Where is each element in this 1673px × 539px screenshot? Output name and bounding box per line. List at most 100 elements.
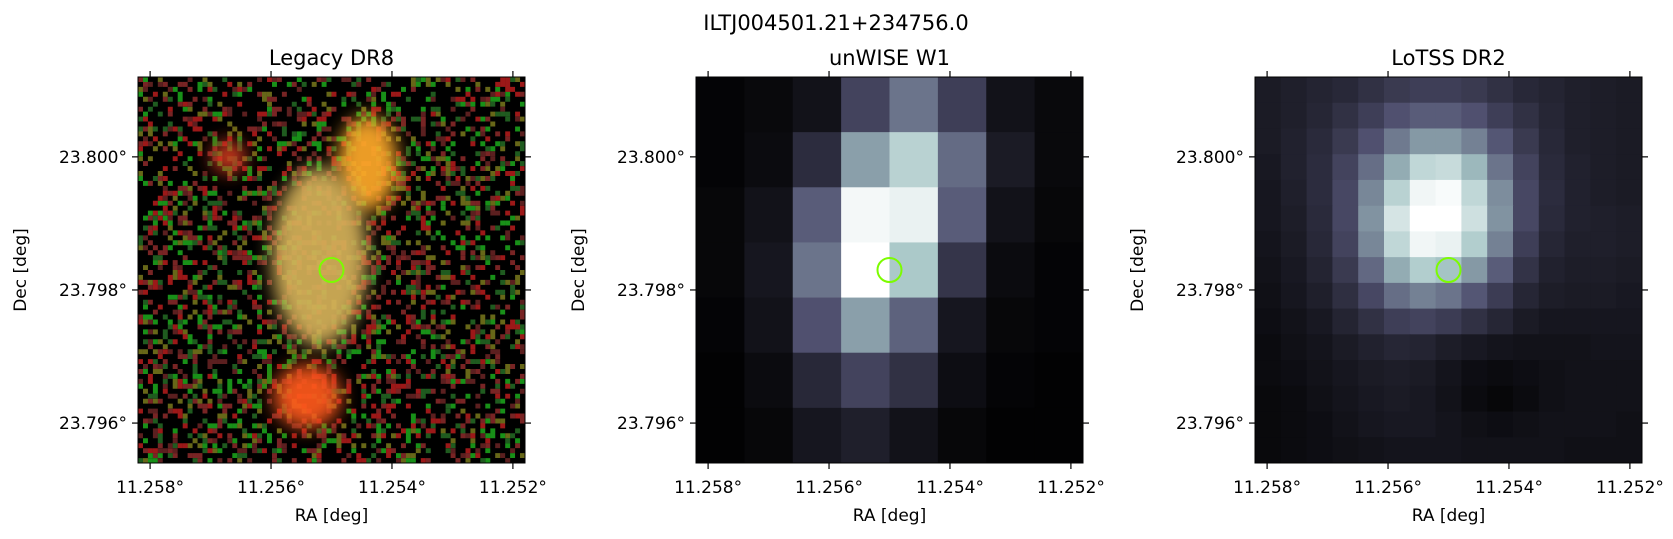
heatmap-cell bbox=[1616, 128, 1642, 155]
x-tick-label: 11.256° bbox=[1354, 478, 1422, 498]
heatmap-cell bbox=[1034, 187, 1083, 244]
heatmap-cell bbox=[1409, 257, 1437, 284]
heatmap-cell bbox=[1590, 231, 1617, 258]
position-marker bbox=[876, 257, 903, 283]
heatmap-cell bbox=[1255, 154, 1282, 181]
heatmap-cell bbox=[744, 407, 794, 463]
y-tick-label: 23.796° bbox=[1176, 414, 1244, 434]
heatmap-cell bbox=[1358, 128, 1385, 155]
heatmap-cell bbox=[1461, 257, 1488, 284]
heatmap-cell bbox=[1435, 411, 1462, 438]
heatmap-cell bbox=[1538, 437, 1566, 463]
heatmap-cell bbox=[1487, 308, 1514, 335]
heatmap-cell bbox=[1332, 282, 1359, 310]
heatmap-cell bbox=[1513, 411, 1540, 438]
heatmap-cell bbox=[1616, 77, 1642, 104]
heatmap-cell bbox=[744, 132, 794, 188]
heatmap-cell bbox=[1306, 437, 1333, 463]
heatmap-cell bbox=[1358, 334, 1385, 361]
heatmap-cell bbox=[1280, 231, 1308, 258]
y-axis-label: Dec [deg] bbox=[1128, 228, 1148, 312]
heatmap-cell bbox=[1306, 411, 1333, 438]
heatmap-cell bbox=[986, 242, 1036, 299]
heatmap-cell bbox=[1332, 437, 1359, 463]
heatmap-cell bbox=[1384, 231, 1411, 258]
heatmap-cell bbox=[1564, 77, 1591, 104]
heatmap-cell bbox=[1255, 205, 1282, 232]
heatmap-cell bbox=[1487, 360, 1514, 387]
x-tick-label: 11.254° bbox=[1475, 478, 1543, 498]
heatmap-cell bbox=[1461, 205, 1488, 232]
heatmap-cell bbox=[1590, 205, 1617, 232]
heatmap-cell bbox=[1409, 411, 1437, 438]
x-tick-label: 11.256° bbox=[795, 478, 863, 498]
heatmap-cell bbox=[1255, 282, 1282, 310]
heatmap-cell bbox=[1034, 407, 1083, 463]
heatmap-cell bbox=[1564, 282, 1591, 310]
y-tick-label: 23.798° bbox=[1176, 281, 1244, 301]
image-1 bbox=[138, 77, 525, 463]
heatmap-cell bbox=[1358, 411, 1385, 438]
heatmap-cell bbox=[1255, 102, 1282, 130]
y-axis-label: Dec [deg] bbox=[11, 228, 31, 312]
heatmap-cell bbox=[1409, 437, 1437, 463]
heatmap-cell bbox=[1616, 205, 1642, 232]
heatmap-cell bbox=[986, 132, 1036, 188]
heatmap-cell bbox=[1435, 334, 1462, 361]
heatmap-cell bbox=[1513, 179, 1540, 207]
heatmap-cell bbox=[696, 242, 745, 299]
heatmap-cell bbox=[1435, 231, 1462, 258]
heatmap-cell bbox=[1538, 77, 1566, 104]
heatmap-cell bbox=[1384, 411, 1411, 438]
axes-frame bbox=[1254, 76, 1643, 464]
heatmap-cell bbox=[841, 187, 891, 244]
y-tick-label: 23.800° bbox=[617, 148, 685, 168]
heatmap-cell bbox=[1564, 231, 1591, 258]
heatmap-cell bbox=[1409, 334, 1437, 361]
heatmap-cell bbox=[1255, 437, 1282, 463]
heatmap-cell bbox=[1435, 154, 1462, 181]
heatmap-cell bbox=[1384, 360, 1411, 387]
heatmap-cell bbox=[1306, 282, 1333, 310]
heatmap-cell bbox=[1513, 231, 1540, 258]
heatmap-cell bbox=[889, 407, 939, 463]
heatmap-cell bbox=[1280, 360, 1308, 387]
heatmap-cell bbox=[1616, 102, 1642, 130]
heatmap-cell bbox=[841, 132, 891, 188]
heatmap-cell bbox=[1461, 231, 1488, 258]
heatmap-cell bbox=[1306, 257, 1333, 284]
heatmap-cell bbox=[1435, 179, 1462, 207]
heatmap-cell bbox=[1564, 334, 1591, 361]
heatmap-cell bbox=[1384, 257, 1411, 284]
x-tick-label: 11.258° bbox=[1233, 478, 1301, 498]
panel-title: LoTSS DR2 bbox=[1391, 46, 1505, 70]
heatmap-cell bbox=[1409, 77, 1437, 104]
heatmap-cell bbox=[1409, 231, 1437, 258]
noise-layer bbox=[138, 77, 525, 463]
heatmap-cell bbox=[1358, 231, 1385, 258]
source-blob bbox=[273, 364, 342, 429]
heatmap-cell bbox=[1564, 437, 1591, 463]
image-3 bbox=[1255, 77, 1642, 463]
x-tick-label: 11.258° bbox=[674, 478, 742, 498]
heatmap-cell bbox=[986, 297, 1036, 354]
panels: 11.258° 11.256° 11.254° 11.252° 23.796° 23.79… bbox=[11, 46, 1664, 526]
heatmap-cell bbox=[1564, 179, 1591, 207]
panel-3: 11.258° 11.256° 11.254° 11.252° 23.796° 23.79… bbox=[1128, 46, 1664, 526]
heatmap-cell bbox=[889, 77, 939, 133]
heatmap-cell bbox=[1332, 308, 1359, 335]
panel-title: Legacy DR8 bbox=[269, 46, 394, 70]
heatmap-cell bbox=[1409, 179, 1437, 207]
heatmap-cell bbox=[1487, 411, 1514, 438]
heatmap-cell bbox=[1616, 360, 1642, 387]
heatmap-cell bbox=[1358, 437, 1385, 463]
heatmap-cell bbox=[1538, 102, 1566, 130]
x-axis-label: RA [deg] bbox=[1412, 506, 1485, 526]
heatmap-cell bbox=[1280, 385, 1308, 413]
heatmap-cell bbox=[937, 407, 987, 463]
heatmap-cell bbox=[1487, 154, 1514, 181]
heatmap-cell bbox=[1280, 102, 1308, 130]
heatmap-cell bbox=[1255, 334, 1282, 361]
heatmap-cell bbox=[792, 297, 842, 354]
heatmap-cell bbox=[1332, 257, 1359, 284]
